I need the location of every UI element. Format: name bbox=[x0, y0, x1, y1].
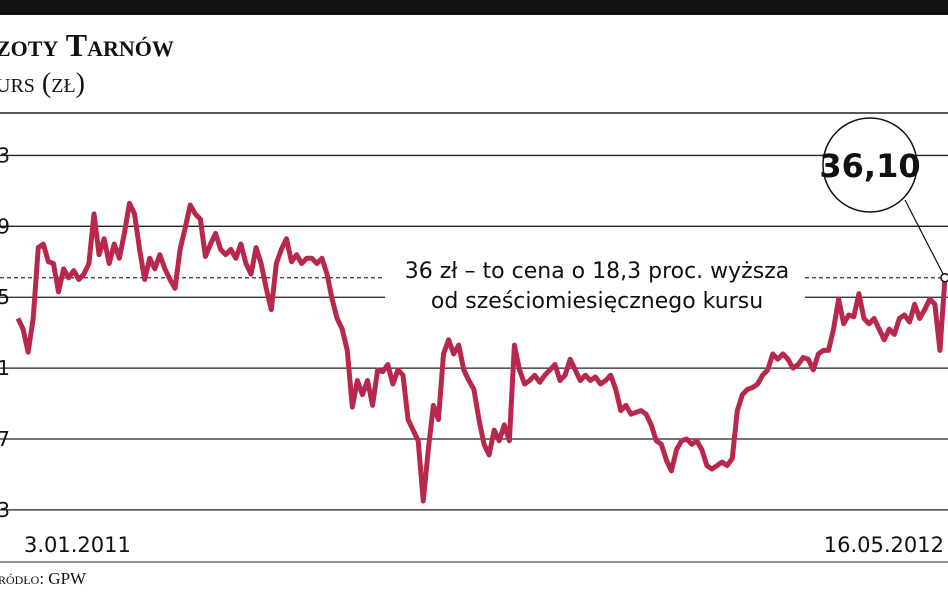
callout-leader bbox=[904, 199, 946, 278]
y-tick-label: 3 bbox=[0, 143, 10, 167]
callout-circle bbox=[822, 117, 918, 213]
y-tick-label: 7 bbox=[0, 427, 10, 451]
y-tick-label: 3 bbox=[0, 498, 10, 522]
chart-subtitle: urs (zł) bbox=[0, 68, 85, 99]
x-tick-label: 3.01.2011 bbox=[24, 533, 131, 557]
callout-dot bbox=[940, 272, 948, 283]
y-tick-label: 5 bbox=[0, 285, 10, 309]
source: ródło: GPW bbox=[0, 569, 87, 588]
annotation-bg bbox=[385, 250, 805, 320]
chart-title: zoty Tarnów bbox=[0, 27, 174, 63]
x-tick-label: 16.05.2012 bbox=[824, 533, 944, 557]
callout-label: 36,10 bbox=[819, 147, 920, 185]
y-tick-label: 9 bbox=[0, 214, 10, 238]
price-line bbox=[15, 200, 948, 504]
annotation: od sześciomiesięcznego kursu bbox=[431, 289, 763, 314]
top-bar bbox=[0, 0, 948, 15]
y-tick-label: 1 bbox=[0, 356, 10, 380]
annotation: 36 zł – to cena o 18,3 proc. wyższa bbox=[405, 259, 789, 284]
